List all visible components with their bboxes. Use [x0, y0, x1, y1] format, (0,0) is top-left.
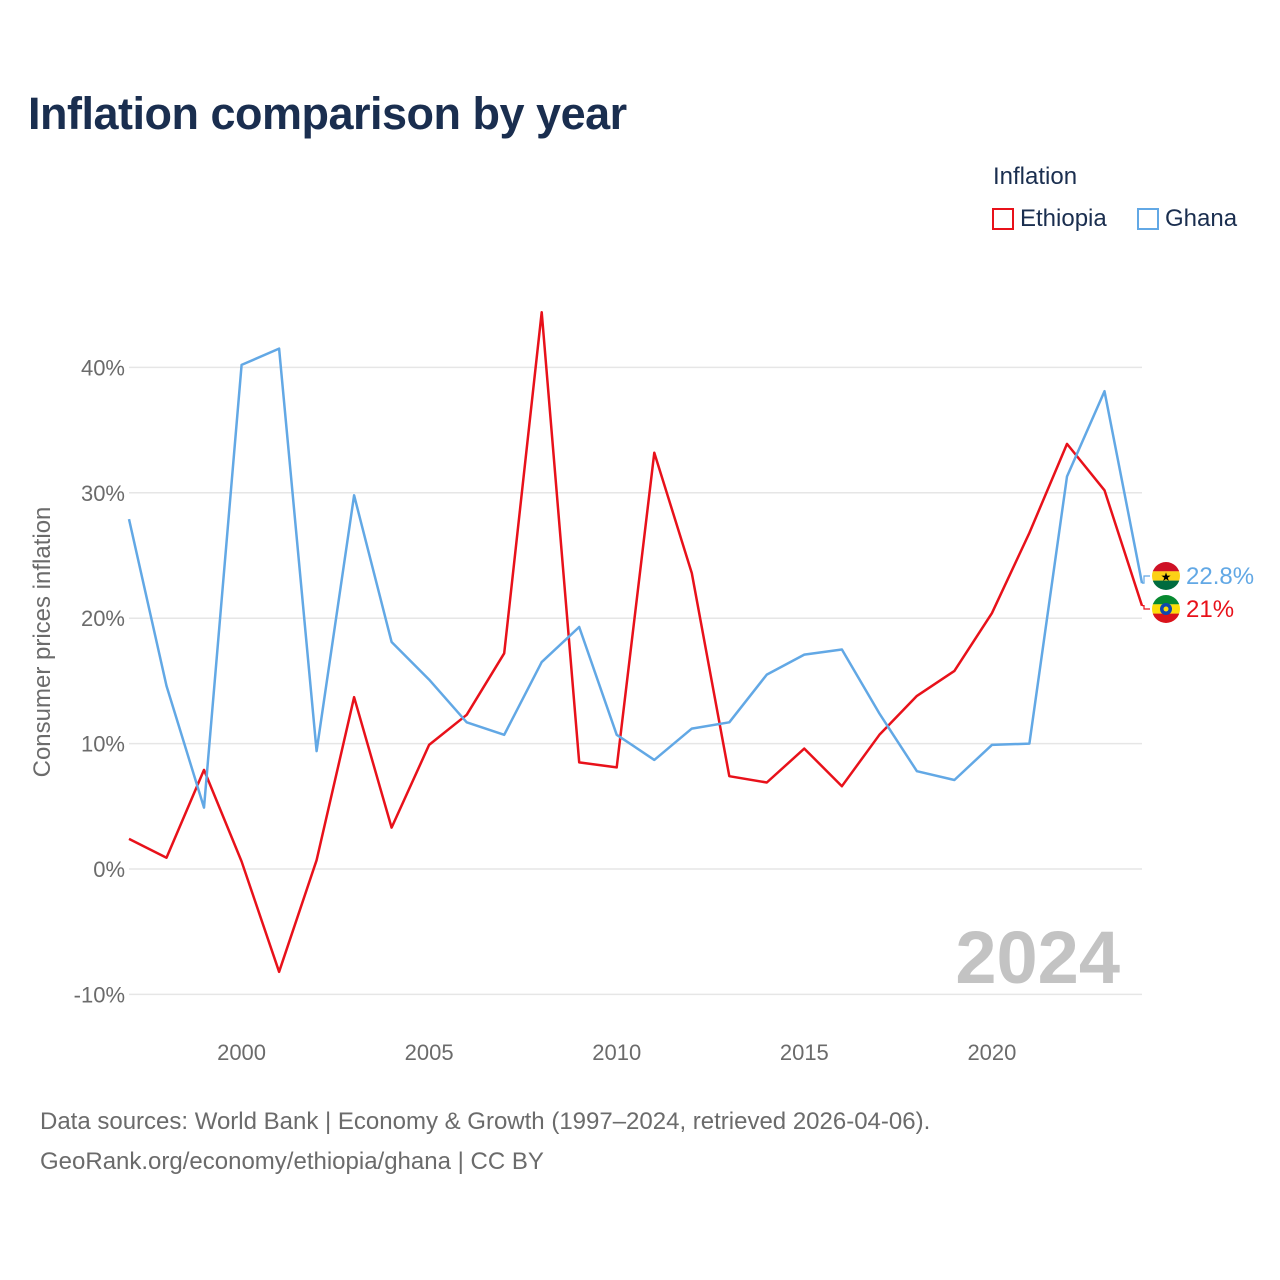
- legend-title: Inflation: [993, 163, 1078, 190]
- end-labels: ★ 22.8% 21%: [1152, 562, 1254, 623]
- legend-item-ghana[interactable]: Ghana: [1137, 205, 1237, 233]
- grid: [129, 366, 1142, 996]
- y-tick-label: 0%: [93, 857, 125, 882]
- end-label-ethiopia: 21%: [1186, 596, 1234, 623]
- x-tick-label: 2000: [217, 1040, 266, 1065]
- legend-swatch-ghana: [1137, 208, 1159, 230]
- y-tick-label: 10%: [81, 732, 125, 757]
- legend-item-ethiopia[interactable]: Ethiopia: [992, 205, 1107, 233]
- chart-title: Inflation comparison by year: [28, 88, 627, 139]
- x-tick-label: 2010: [592, 1040, 641, 1065]
- y-axis-label: Consumer prices inflation: [29, 507, 56, 778]
- legend-label-ghana: Ghana: [1165, 205, 1238, 232]
- legend-label-ethiopia: Ethiopia: [1020, 205, 1107, 232]
- legend-swatch-ethiopia: [992, 208, 1014, 230]
- x-tick-label: 2005: [405, 1040, 454, 1065]
- series-line-ethiopia: [128, 310, 1144, 974]
- x-tick-label: 2015: [780, 1040, 829, 1065]
- x-tick-label: 2020: [967, 1040, 1016, 1065]
- year-watermark: 2024: [955, 916, 1120, 999]
- svg-text:★: ★: [1161, 570, 1172, 584]
- end-connector-ethiopia: [1142, 605, 1150, 610]
- ethiopia-flag-icon: [1152, 595, 1180, 623]
- y-tick-label: -10%: [74, 982, 125, 1007]
- series-lines: [127, 310, 1150, 974]
- series-line-ghana: [127, 347, 1144, 809]
- end-label-ghana: 22.8%: [1186, 563, 1254, 590]
- ghana-flag-icon: ★: [1152, 562, 1180, 590]
- footer-sources: Data sources: World Bank | Economy & Gro…: [40, 1108, 931, 1135]
- end-connector-ghana: [1142, 575, 1150, 584]
- footer-credit: GeoRank.org/economy/ethiopia/ghana | CC …: [40, 1148, 544, 1175]
- y-tick-label: 40%: [81, 355, 125, 380]
- y-tick-label: 20%: [81, 606, 125, 631]
- y-axis-ticks: -10% 0% 10% 20% 30% 40%: [74, 355, 125, 1007]
- y-tick-label: 30%: [81, 481, 125, 506]
- x-axis-ticks: 2000 2005 2010 2015 2020: [217, 1040, 1016, 1065]
